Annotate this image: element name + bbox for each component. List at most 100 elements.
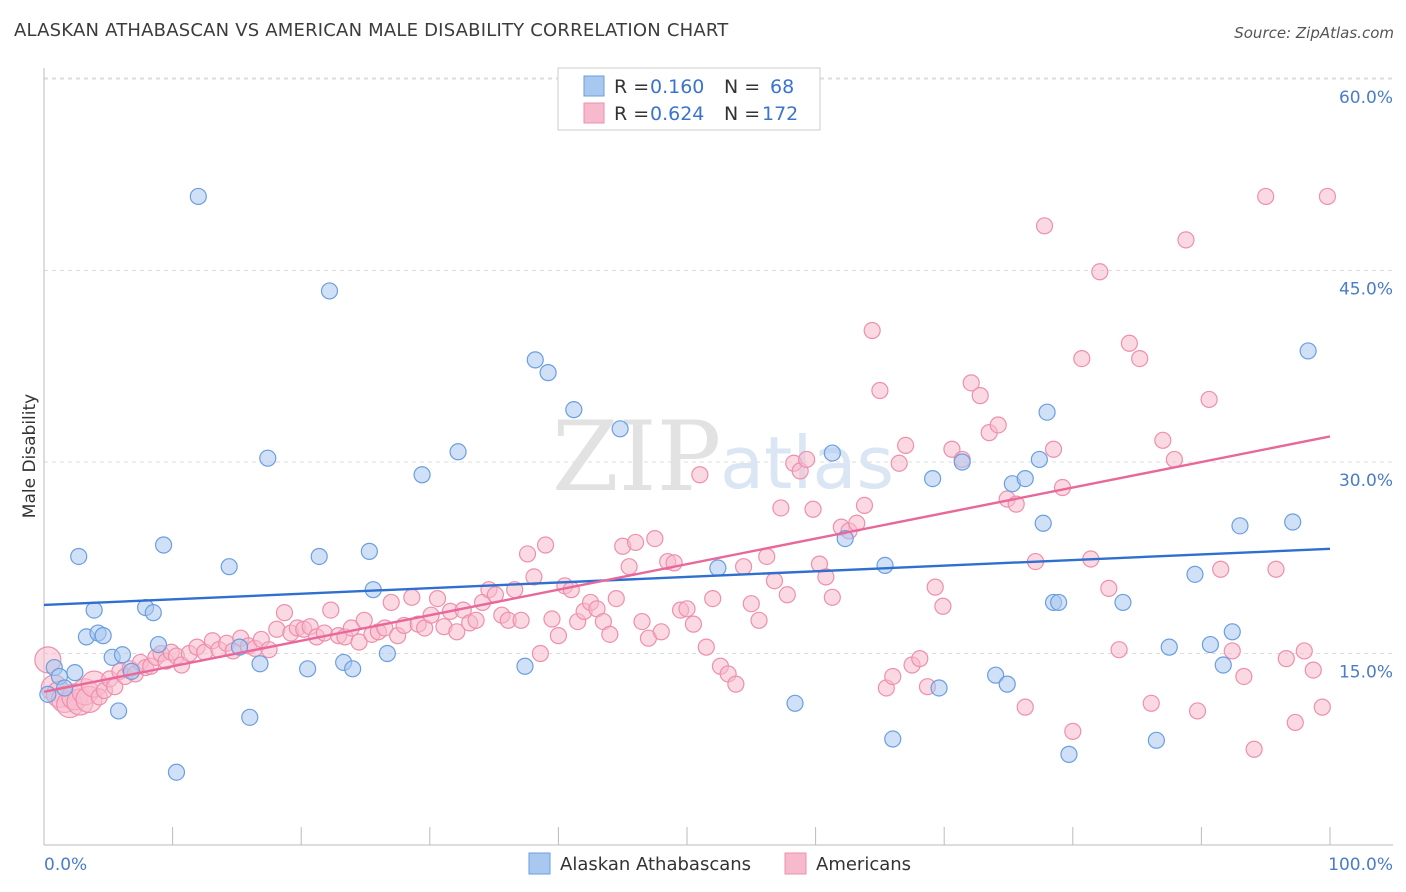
point-americans-59 [403,588,421,606]
chart-title: ALASKAN ATHABASCAN VS AMERICAN MALE DISA… [14,20,729,41]
point-alaskan-athabascans-5 [70,547,88,566]
point-americans-63 [428,590,447,608]
point-alaskan-athabascans-22 [241,708,259,726]
point-alaskan-athabascans-55 [1038,403,1056,421]
point-americans-79 [531,644,549,663]
point-americans-82 [549,627,568,645]
y-tick-label-0: 15.0% [1339,663,1393,683]
point-americans-106 [704,590,722,608]
point-americans-94 [626,533,645,552]
point-alaskan-athabascans-35 [516,657,534,675]
point-americans-104 [691,466,709,484]
point-alaskan-athabascans-32 [378,644,396,663]
y-tick-label-1: 30.0% [1339,471,1393,491]
point-alaskan-athabascans-9 [94,627,112,645]
legend-label-alaskan-athabascans: Alaskan Athabascans [560,854,751,875]
point-alaskan-athabascans-24 [259,449,277,467]
point-americans-69 [467,611,485,629]
stats-legend-n-label-b: N = [724,103,760,125]
point-americans-40 [275,604,294,622]
axes [43,68,1393,846]
point-alaskan-athabascans-67 [1284,513,1302,531]
point-americans-47 [322,601,340,619]
point-alaskan-athabascans-45 [884,730,902,748]
point-alaskan-athabascans-44 [876,556,894,575]
point-americans-98 [652,623,670,641]
point-alaskan-athabascans-11 [109,702,128,720]
point-americans-113 [758,547,776,566]
point-americans-149 [1035,217,1054,235]
stats-legend-r-label-a: R = [614,76,649,98]
point-americans-161 [1154,431,1172,449]
point-alaskan-athabascans-66 [1231,517,1249,535]
point-alaskan-athabascans-34 [449,443,467,461]
point-americans-139 [943,440,961,458]
point-americans-46 [315,624,333,642]
point-alaskan-athabascans-16 [149,635,168,654]
point-americans-66 [448,623,466,641]
stats-legend-swatch-a [583,75,605,97]
point-americans-135 [911,650,929,668]
point-americans-115 [772,499,790,517]
point-americans-119 [797,450,816,469]
point-americans-155 [1091,263,1109,281]
point-americans-147 [1016,698,1034,716]
point-americans-138 [934,597,952,615]
point-alaskan-athabascans-57 [1050,593,1068,612]
point-americans-164 [1188,702,1207,720]
point-americans-76 [512,611,530,629]
point-americans-127 [855,496,874,515]
trend-lines [43,435,1331,693]
point-americans-165 [1200,390,1218,409]
stats-legend-r-value-a: 0.160 [650,76,704,98]
point-alaskan-athabascans-46 [924,469,942,488]
point-alaskan-athabascans-42 [823,444,841,462]
point-americans-110 [734,558,753,576]
stats-legend-r-value-b: 0.624 [650,103,704,125]
point-americans-133 [897,436,915,455]
point-americans-150 [1044,440,1063,458]
x-tick-label-max: 100.0% [1328,855,1393,875]
point-alaskan-athabascans-26 [310,547,328,566]
point-alaskan-athabascans-61 [1160,638,1178,656]
point-alaskan-athabascans-19 [189,187,207,206]
series-alaskan-athabascans-points [39,187,1317,781]
source-credit: Source: ZipAtlas.com [1234,24,1394,42]
point-alaskan-athabascans-53 [1030,450,1048,469]
point-alaskan-athabascans-13 [122,662,141,680]
stats-legend-n-value-a: 68 [770,76,794,98]
y-tick-label-3: 60.0% [1339,88,1393,108]
point-americans-84 [562,581,580,599]
point-americans-156 [1100,579,1118,597]
point-americans-167 [1223,642,1241,660]
point-americans-153 [1073,349,1091,368]
point-americans-95 [633,612,651,631]
point-americans-157 [1110,641,1128,659]
point-alaskan-athabascans-30 [360,542,378,560]
point-americans-132 [890,454,908,472]
point-americans-102 [678,600,696,618]
point-alaskan-athabascans-65 [1223,623,1241,641]
point-americans-91 [607,590,625,608]
point-americans-105 [697,638,715,656]
point-alaskan-athabascans-41 [786,694,804,712]
point-alaskan-athabascans-52 [1016,469,1034,488]
point-americans-78 [525,568,543,586]
point-americans-158 [1120,334,1138,352]
point-americans-172 [1277,650,1295,668]
point-americans-169 [1245,740,1263,758]
point-alaskan-athabascans-40 [709,559,727,577]
point-americans-80 [536,536,555,554]
point-alaskan-athabascans-4 [66,664,84,682]
point-alaskan-athabascans-48 [953,453,971,471]
point-alaskan-athabascans-29 [344,660,362,678]
point-alaskan-athabascans-20 [220,558,238,576]
point-alaskan-athabascans-38 [565,401,583,419]
point-alaskan-athabascans-58 [1060,745,1078,763]
point-americans-159 [1131,349,1149,368]
point-americans-170 [1257,187,1275,206]
point-americans-128 [863,321,881,340]
point-alaskan-athabascans-64 [1214,656,1232,674]
point-alaskan-athabascans-12 [113,646,132,664]
